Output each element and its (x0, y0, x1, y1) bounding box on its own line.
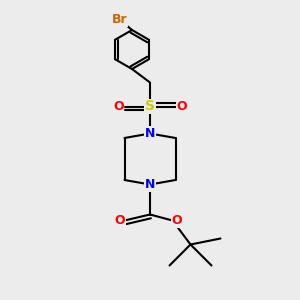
Text: N: N (145, 127, 155, 140)
Text: O: O (176, 100, 187, 113)
Text: S: S (145, 100, 155, 113)
Text: O: O (172, 214, 182, 227)
Text: N: N (145, 178, 155, 191)
Text: O: O (113, 100, 124, 113)
Text: O: O (115, 214, 125, 227)
Text: Br: Br (112, 13, 128, 26)
